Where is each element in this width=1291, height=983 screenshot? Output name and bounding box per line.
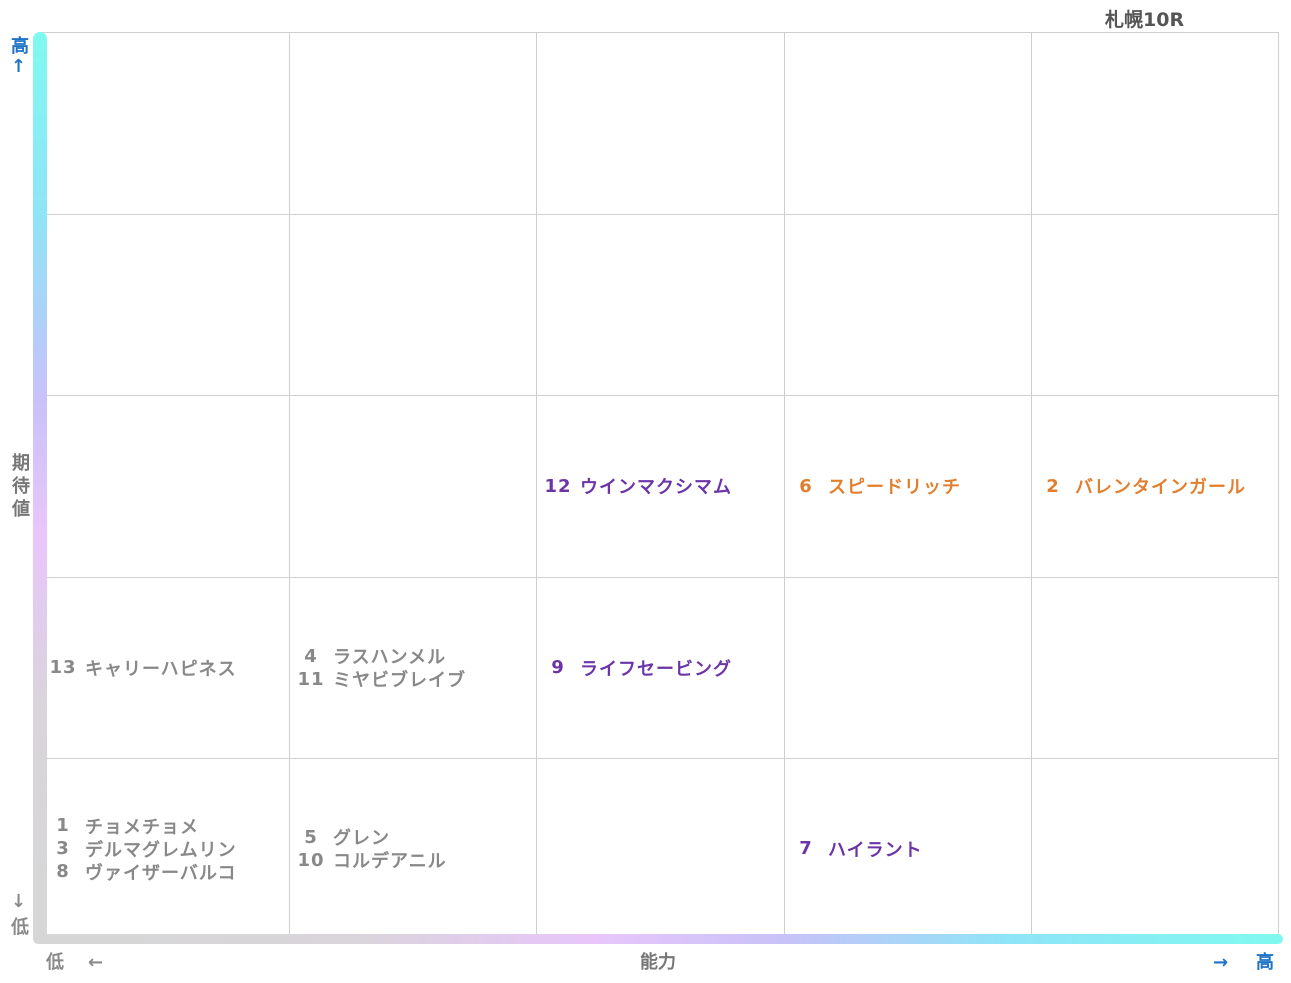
horse-name: ライフセービング: [580, 658, 732, 680]
chart-title: 札幌10R: [1105, 9, 1185, 31]
horse-entry: 9 ライフセービング: [540, 656, 780, 680]
horse-name: ミヤビブレイブ: [333, 670, 466, 691]
horse-name: デルマグレムリン: [85, 839, 237, 861]
horse-name: ハイラント: [828, 839, 923, 861]
horse-number: 13: [49, 657, 77, 678]
horse-entry: 11 ミヤビブレイブ: [293, 668, 532, 692]
horse-name: バレンタインガール: [1075, 477, 1246, 498]
horse-entry: 6 スピードリッチ: [788, 475, 1027, 499]
horse-number: 8: [56, 861, 70, 882]
horse-name: グレン: [333, 828, 390, 849]
horse-name: コルデアニル: [333, 851, 447, 872]
grid-cell-3-2: 9 ライフセービング: [540, 656, 780, 680]
horse-number: 1: [56, 815, 70, 836]
horse-entry: 4 ラスハンメル: [293, 645, 532, 669]
horse-name: ラスハンメル: [333, 647, 447, 668]
grid-cell-2-1: 5 グレン 10 コルデアニル: [293, 826, 532, 873]
horse-number: 9: [551, 657, 565, 678]
grid-line-horizontal-3: [41, 577, 1279, 578]
grid-cell-4-1: 7 ハイラント: [788, 837, 1027, 861]
x-axis-gradient-bar: [33, 934, 1283, 944]
horse-number: 10: [297, 849, 325, 871]
horse-number: 2: [1046, 475, 1060, 497]
horse-entry: 1 チョメチョメ: [45, 814, 285, 838]
y-axis-label-char-2: 待: [12, 476, 30, 497]
y-axis-high-arrow: ↑: [11, 56, 27, 77]
y-axis-label-char-1: 期: [12, 453, 30, 474]
grid-line-vertical-3: [784, 32, 785, 939]
horse-number: 5: [304, 826, 318, 848]
horse-entry: 5 グレン: [293, 826, 532, 850]
horse-entry: 13 キャリーハピネス: [45, 656, 285, 680]
horse-entry: 3 デルマグレムリン: [45, 837, 285, 861]
grid-cell-5-3: 2 バレンタインガール: [1035, 475, 1274, 499]
x-axis-label: 能力: [640, 952, 676, 973]
horse-entry: 2 バレンタインガール: [1035, 475, 1274, 499]
horse-number: 4: [304, 645, 318, 667]
grid-line-vertical-5: [1278, 32, 1279, 939]
grid-line-vertical-4: [1031, 32, 1032, 939]
horse-name: ウインマクシマム: [580, 477, 732, 498]
horse-number: 6: [799, 475, 813, 497]
y-axis-low-label: 低: [11, 917, 29, 938]
x-axis-low-label: 低: [46, 952, 64, 973]
grid-cell-1-2: 13 キャリーハピネス: [45, 656, 285, 680]
x-axis-low-arrow: ←: [88, 952, 104, 973]
horse-number: 12: [544, 475, 572, 497]
grid-line-horizontal-4: [41, 758, 1279, 759]
y-axis-label: 期 待 値: [11, 452, 31, 521]
grid-cell-4-3: 6 スピードリッチ: [788, 475, 1027, 499]
grid-line-vertical-1: [289, 32, 290, 939]
horse-entry: 12 ウインマクシマム: [540, 475, 780, 499]
grid-cell-1-1: 1 チョメチョメ 3 デルマグレムリン 8 ヴァイザーバルコ: [45, 814, 285, 884]
y-axis-gradient-bar: [33, 32, 47, 944]
horse-name: チョメチョメ: [85, 816, 199, 838]
y-axis-high-label: 高: [11, 36, 29, 57]
x-axis-high-arrow: →: [1213, 952, 1229, 973]
grid-line-horizontal-1: [41, 214, 1279, 215]
horse-number: 7: [799, 838, 813, 859]
horse-name: ヴァイザーバルコ: [85, 862, 237, 884]
horse-entry: 8 ヴァイザーバルコ: [45, 860, 285, 884]
x-axis-high-label: 高: [1256, 952, 1274, 973]
horse-number: 3: [56, 838, 70, 859]
grid-cell-2-2: 4 ラスハンメル 11 ミヤビブレイブ: [293, 645, 532, 692]
y-axis-low-arrow: ↓: [11, 891, 27, 912]
horse-name: スピードリッチ: [828, 477, 961, 498]
grid-line-horizontal-2: [41, 395, 1279, 396]
horse-name: キャリーハピネス: [85, 658, 237, 680]
grid-line-vertical-2: [536, 32, 537, 939]
horse-entry: 10 コルデアニル: [293, 849, 532, 873]
horse-entry: 7 ハイラント: [788, 837, 1027, 861]
grid-line-horizontal-0: [41, 32, 1279, 33]
horse-number: 11: [297, 668, 325, 690]
y-axis-label-char-3: 値: [12, 499, 30, 520]
grid-cell-3-3: 12 ウインマクシマム: [540, 475, 780, 499]
